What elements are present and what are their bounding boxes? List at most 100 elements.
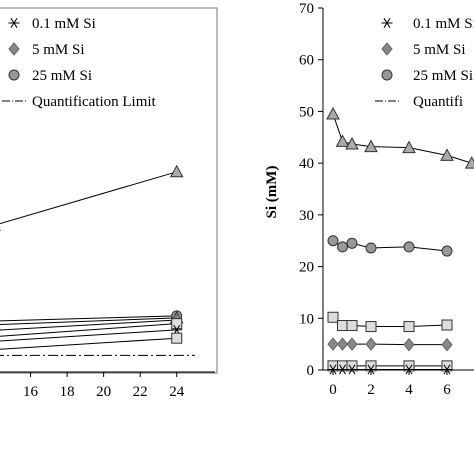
right-series-5-point-3-stroke-c [367,364,375,375]
right-series-5-point-5-stroke-c [443,364,451,375]
right-y-tick-label-4: 40 [299,156,314,172]
left-legend-symbol-2 [8,69,20,81]
left-series [0,164,195,356]
right-series-1-point-2 [346,237,358,249]
right-series-5-point-5 [441,364,453,375]
left-legend: 0.1 mM Si 5 mM Si 25 mM Si Quantification L… [2,16,157,110]
right-series-4-point-4-shape [403,360,415,372]
right-series-2-point-5 [441,319,453,331]
right-series-5-point-0 [327,364,339,375]
left-chart-panel: 16 18 20 22 24 0.1 mM Si 5 mM Si 25 mM Si Quant… [0,7,218,400]
right-series-5-point-3 [365,364,377,375]
right-y-tick-label-6: 60 [299,53,314,69]
left-series-6-point-1-shape [171,332,183,344]
right-legend-symbol-2 [381,69,393,81]
right-series-3-point-4 [403,337,415,352]
right-y-tick-label-0: 0 [307,363,315,379]
right-series-1-point-3-shape [365,242,377,254]
right-series-3-point-1-shape [336,337,349,351]
left-x-tick-label-3: 22 [133,384,148,400]
right-series-2-point-0 [327,311,339,323]
left-x-tick-label-4: 24 [169,384,185,400]
right-y-tick-label-3: 30 [299,208,314,224]
right-series-5-point-4-stroke-c [405,364,413,375]
left-x-ticks: 16 18 20 22 24 [23,372,185,400]
left-series-1-line [0,315,177,322]
right-series-5-point-1 [337,364,348,375]
right-series-3-point-0-shape [327,337,339,351]
right-series-4-point-5-shape [441,360,453,372]
left-series-4-point-1-shape [171,318,183,330]
left-legend-symbol-0 [8,18,20,28]
right-series-0-point-3 [364,139,378,153]
right-series-0-point-4 [402,140,416,154]
left-series-3-line [0,319,177,331]
left-legend-symbol-1 [8,42,20,56]
right-series-0-point-5-shape [440,148,454,161]
right-series-0-point-6-shape [464,156,474,169]
right-series-0-point-3-shape [364,139,378,153]
right-series-3-point-4-shape [403,337,415,352]
right-y-axis-title: Si (mM) [264,166,280,219]
right-x-tick-label-0: 0 [329,382,337,398]
right-series-4-point-3-shape [365,360,377,372]
right-series-4-point-4 [403,360,415,372]
right-series-1-point-2-shape [346,237,358,249]
right-series-5-point-0-stroke-c [329,364,337,375]
right-series-0-point-1 [335,134,350,147]
right-series-2-point-0-shape [327,311,339,323]
left-legend-label-0: 0.1 mM Si [32,16,96,32]
right-series-0-point-6 [464,156,474,169]
right-series-3-point-0 [327,337,339,351]
right-x-tick-label-1: 2 [367,382,375,398]
right-series-3-point-3 [365,337,377,351]
right-legend-label-3: Quantifi [413,94,463,110]
right-legend-label-0: 0.1 mM Si [413,16,474,32]
left-x-tick-label-2: 20 [96,384,111,400]
right-series-0-point-5 [440,148,454,161]
right-series-3-point-3-shape [365,337,377,351]
right-series-1-point-3 [365,242,377,254]
right-series-1-point-4 [403,241,415,253]
right-series-2-point-1 [337,320,348,332]
left-series-6-point-1 [171,332,183,344]
right-series-3-point-1 [336,337,349,351]
right-legend-label-1: 5 mM Si [413,42,466,58]
right-series-2-point-2 [346,320,358,332]
right-series-2-point-5-shape [441,319,453,331]
left-legend-symbol-1-shape [8,42,20,56]
right-series-5-point-4 [403,364,415,375]
right-series-5-point-1-stroke-c [339,364,346,375]
right-series-1-point-0-shape [327,235,339,247]
right-series-5-point-2-stroke-c [348,364,356,375]
left-series-6-line [0,337,177,350]
right-y-tick-label-5: 50 [299,104,314,120]
right-y-tick-label-2: 20 [299,260,314,276]
right-series-1-point-0 [327,235,339,247]
left-series-4-line [0,323,177,337]
right-series-3-point-2-shape [346,337,358,351]
left-series-0-line [0,171,177,225]
right-legend-symbol-2-shape [381,69,393,81]
right-series-1-point-4-shape [403,241,415,253]
left-legend-label-2: 25 mM Si [32,68,92,84]
left-series-4-point-1 [171,318,183,330]
right-series-0-point-2-shape [345,136,359,150]
right-series-3-point-5-shape [441,337,453,352]
right-series-0-point-1-shape [335,134,350,147]
right-series-2-point-3 [365,321,377,333]
right-series-4-point-2 [346,360,358,372]
left-x-tick-label-1: 18 [60,384,75,400]
right-y-tick-label-1: 10 [299,311,314,327]
right-series-0-point-4-shape [402,140,416,154]
right-series-1-point-1 [337,241,348,253]
right-series-2-point-2-shape [346,320,358,332]
right-series-1-point-1-shape [337,241,348,253]
right-series-2-point-4-shape [403,321,415,333]
right-series-1-point-5 [441,245,453,257]
right-series-3-point-5 [441,337,453,352]
right-series-0-point-0 [326,106,340,120]
left-legend-symbol-2-shape [8,69,20,81]
